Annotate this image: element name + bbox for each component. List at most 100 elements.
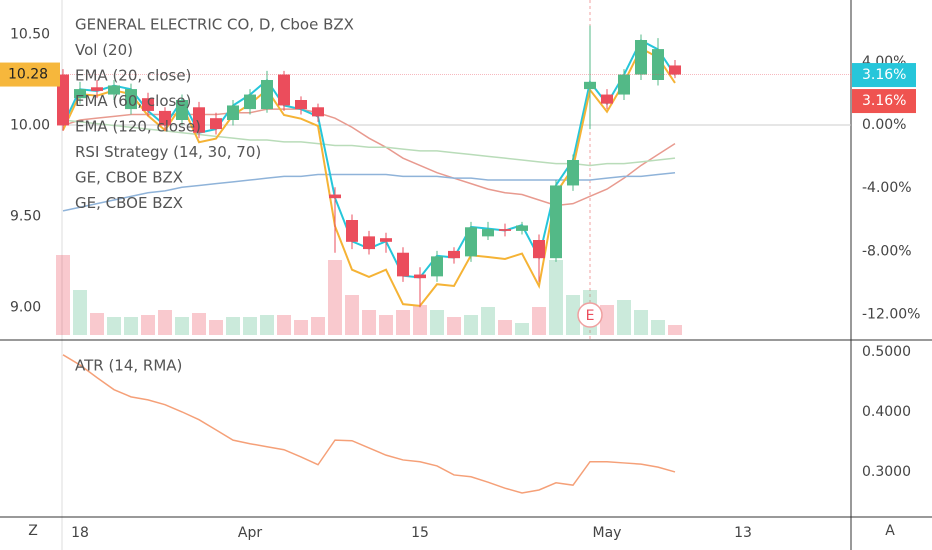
candle-body (363, 236, 375, 250)
candle-body (125, 89, 137, 110)
x-tick-label: 18 (71, 525, 89, 541)
y-tick-label: 9.00 (10, 299, 41, 315)
candle-body (601, 94, 613, 104)
volume-bar (158, 310, 172, 335)
candle-body (397, 252, 409, 277)
candle-body (295, 100, 307, 110)
volume-bar (175, 317, 189, 335)
candle-body (278, 74, 290, 106)
volume-bar (498, 320, 512, 335)
candle-body (431, 256, 443, 277)
series-badge (852, 63, 916, 88)
volume-bar (345, 295, 359, 335)
candle-body (465, 227, 477, 257)
candle-body (244, 94, 256, 110)
volume-bar (141, 315, 155, 335)
legend-entry: Vol (20) (75, 41, 133, 59)
legend-entry: GENERAL ELECTRIC CO, D, Cboe BZX (75, 16, 354, 34)
volume-bar (413, 305, 427, 335)
volume-bar (668, 325, 682, 335)
volume-bar (549, 260, 563, 335)
volume-bar (311, 317, 325, 335)
volume-bar (447, 317, 461, 335)
legend-entry: RSI Strategy (14, 30, 70) (75, 143, 261, 161)
candle-body (533, 240, 545, 259)
candle-body (584, 81, 596, 90)
volume-bar (481, 307, 495, 335)
volume-bar (634, 310, 648, 335)
x-tick-label: 13 (734, 525, 752, 541)
volume-bar (243, 317, 257, 335)
candle-body (329, 194, 341, 199)
volume-bar (277, 315, 291, 335)
y-tick-label: 9.50 (10, 208, 41, 224)
candle-body (108, 85, 120, 95)
candle-body (261, 80, 273, 110)
series-badge-label: 3.16% (862, 67, 906, 83)
change-badge-label: 3.16% (862, 93, 906, 109)
legend-entry: EMA (20, close) (75, 67, 191, 85)
volume-bar (600, 305, 614, 335)
earnings-label: E (586, 308, 595, 324)
volume-bar (226, 317, 240, 335)
x-tick-label: May (593, 525, 622, 541)
volume-bar (294, 320, 308, 335)
volume-bar (566, 295, 580, 335)
volume-bar (396, 310, 410, 335)
volume-bar (328, 260, 342, 335)
volume-bar (532, 307, 546, 335)
volume-bar (515, 323, 529, 335)
candle-body (482, 229, 494, 237)
candle-body (312, 107, 324, 117)
candle-body (210, 118, 222, 130)
volume-bar (209, 320, 223, 335)
candle-body (635, 40, 647, 75)
candle-body (499, 229, 511, 231)
legend-entry: EMA (120, close) (75, 118, 201, 136)
y2-tick-label: -4.00% (862, 180, 912, 196)
candle-body (567, 160, 579, 186)
price-badge-label: 10.28 (8, 67, 48, 83)
series-line (62, 354, 676, 494)
y2-tick-label: -12.00% (862, 307, 920, 323)
volume-bar (617, 300, 631, 335)
candle-body (91, 87, 103, 91)
volume-bar (56, 255, 70, 335)
y2-tick-label: -8.00% (862, 243, 912, 259)
volume-bar (260, 315, 274, 335)
volume-bar (362, 310, 376, 335)
x-tick-label: 15 (411, 525, 429, 541)
candle-body (74, 89, 86, 99)
zoom-button[interactable]: Z (28, 523, 38, 539)
volume-bar (107, 317, 121, 335)
candle-body (57, 74, 69, 126)
candle-body (380, 238, 392, 242)
volume-bar (192, 313, 206, 335)
price-badge (0, 62, 60, 87)
legend-entry: GE, CBOE BZX (75, 194, 183, 212)
volume-bar (73, 290, 87, 335)
plot: 9.00 9.50 10.00 10.50 -12.00% -8.00% -4.00% 0.0… (0, 16, 920, 541)
candle-body (669, 65, 681, 75)
earnings-circle (577, 302, 603, 328)
candle-body (448, 250, 460, 259)
candle-body (142, 98, 154, 111)
legend-entry: GE, CBOE BZX (75, 169, 183, 187)
candle-body (414, 274, 426, 279)
y-tick-label: 0.3000 (862, 464, 911, 480)
legend-entry: EMA (60, close) (75, 92, 191, 110)
y-tick-label: 0.5000 (862, 344, 911, 360)
volume-bar (90, 313, 104, 335)
y-tick-label: 0.4000 (862, 404, 911, 420)
volume-bar (464, 315, 478, 335)
auto-button[interactable]: A (885, 523, 895, 539)
y2-tick-label: 0.00% (862, 117, 906, 133)
candle-body (176, 100, 188, 120)
y-tick-label: 10.00 (10, 117, 50, 133)
volume-bar (651, 320, 665, 335)
legend-entry: ATR (14, RMA) (75, 357, 182, 375)
candle-body (346, 220, 358, 242)
candle-body (618, 74, 630, 95)
